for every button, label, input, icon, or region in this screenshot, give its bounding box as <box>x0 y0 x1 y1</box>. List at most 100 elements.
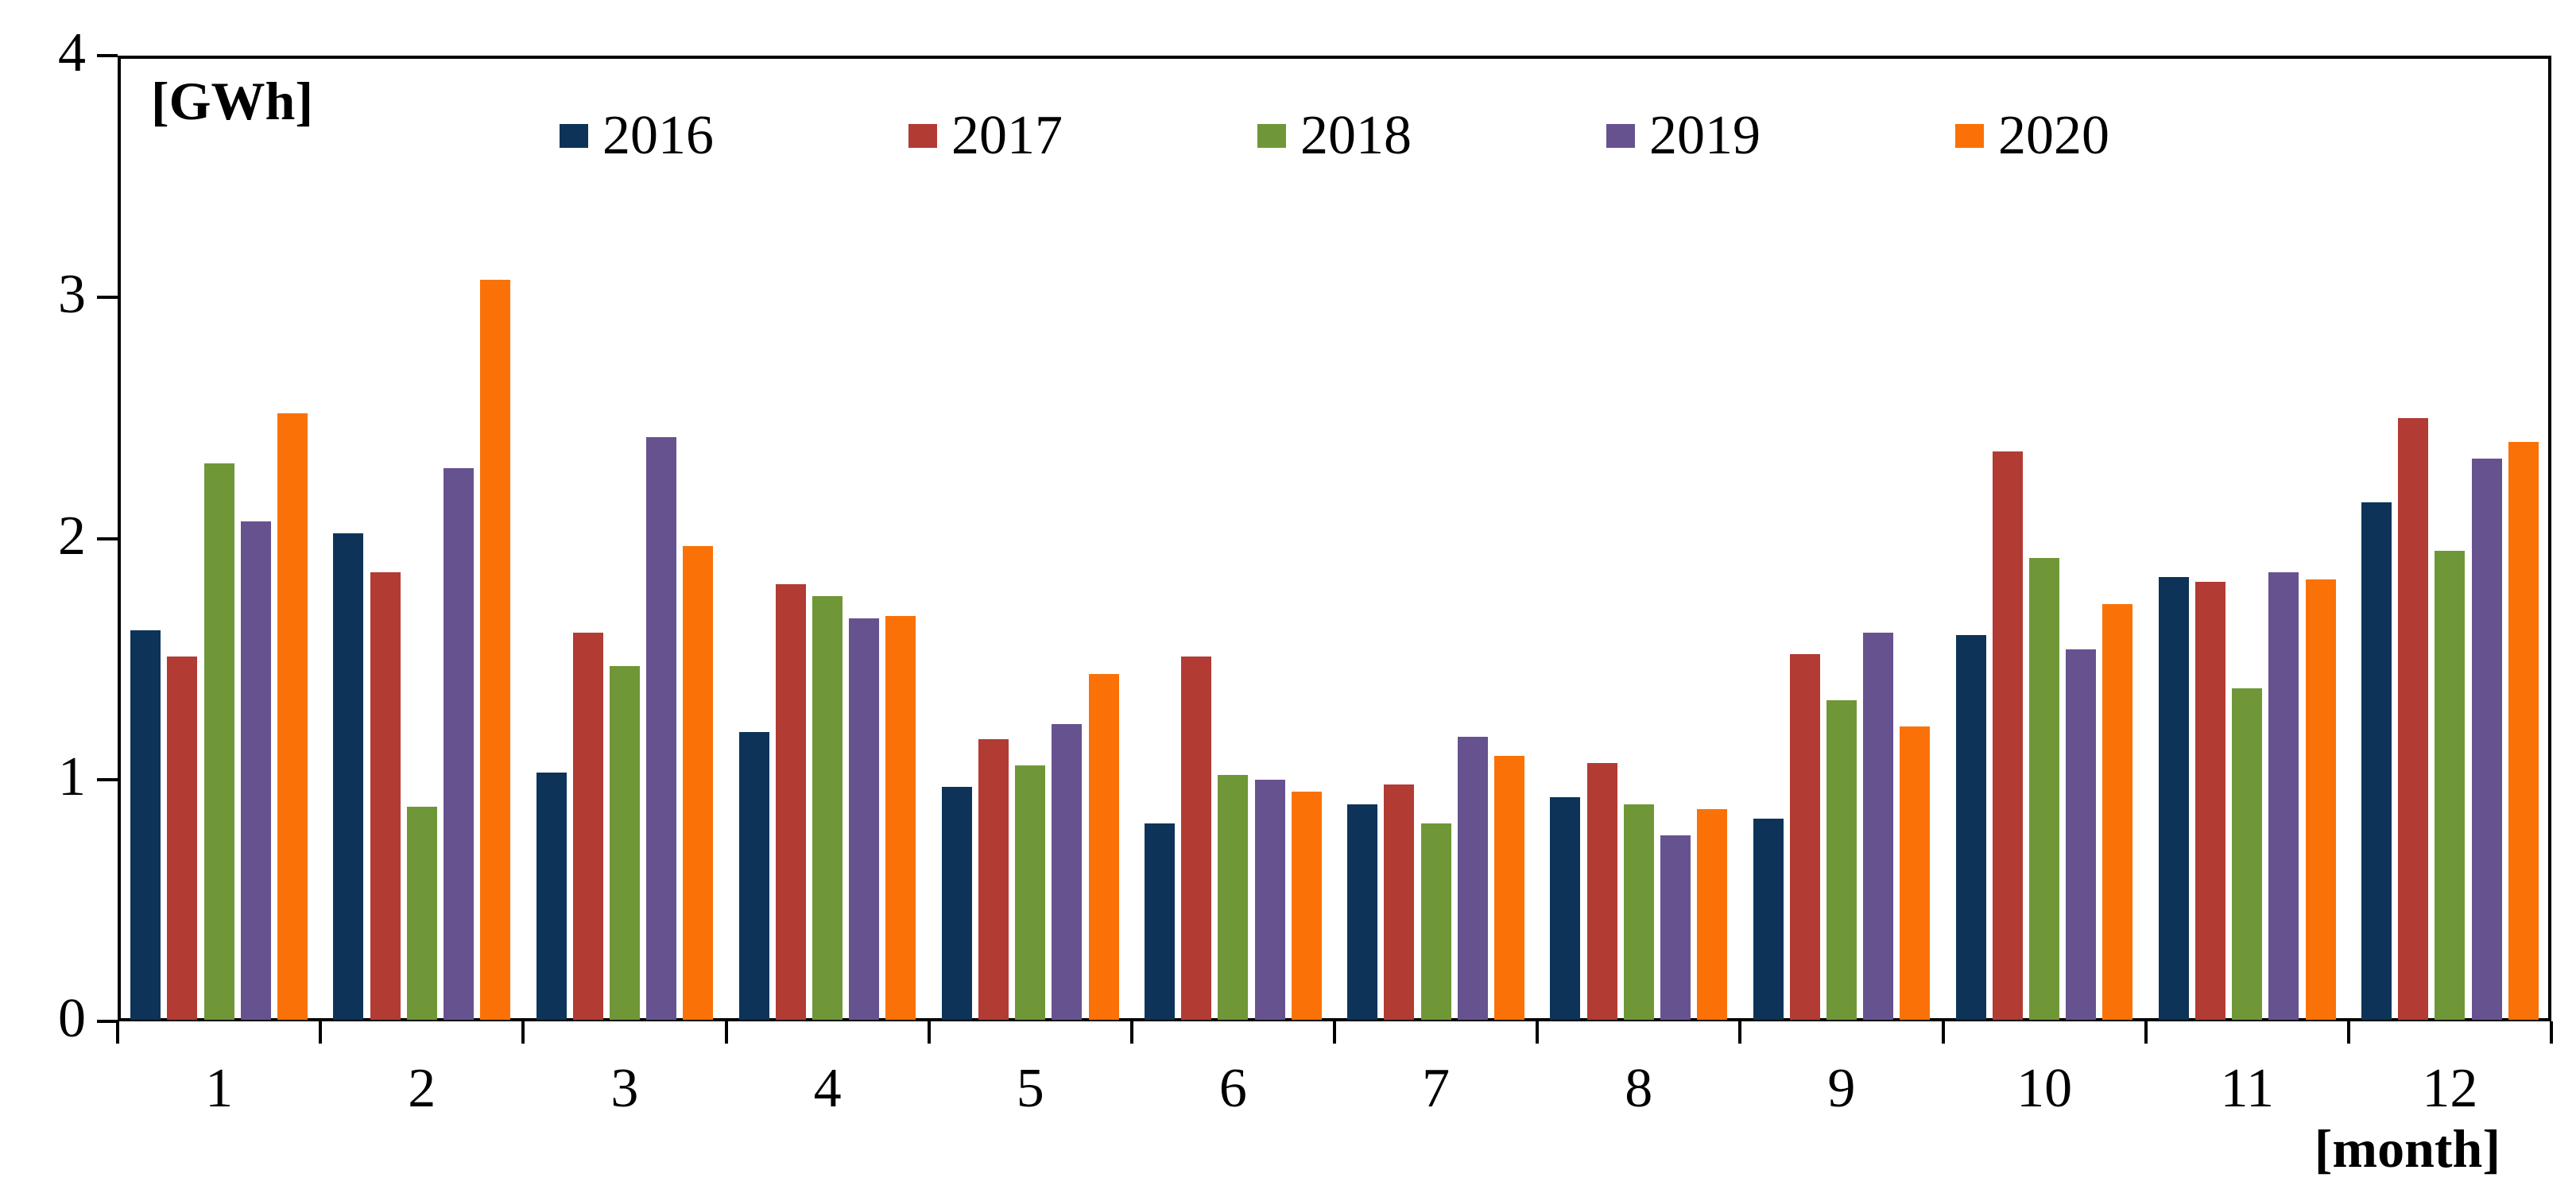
bar-2017-month-4 <box>775 584 806 1020</box>
bar-2018-month-5 <box>1015 765 1046 1020</box>
x-axis-tick <box>2550 1021 2553 1044</box>
bar-2018-month-12 <box>2435 550 2466 1020</box>
bar-2017-month-11 <box>2195 582 2226 1020</box>
bar-2019-month-5 <box>1052 724 1083 1020</box>
x-axis-tick <box>521 1021 525 1044</box>
bar-2016-month-11 <box>2158 577 2189 1020</box>
bar-2018-month-7 <box>1420 823 1451 1020</box>
bar-2020-month-6 <box>1291 792 1322 1020</box>
bar-2018-month-9 <box>1826 700 1857 1020</box>
bar-2016-month-9 <box>1753 818 1784 1020</box>
bar-2016-month-12 <box>2361 502 2392 1020</box>
x-axis-tick <box>2144 1021 2148 1044</box>
bar-2016-month-3 <box>536 773 567 1020</box>
legend-swatch-2020 <box>1955 124 1984 148</box>
bar-2020-month-8 <box>1697 808 1728 1020</box>
x-axis-tick <box>1738 1021 1742 1044</box>
bar-2018-month-2 <box>406 806 437 1020</box>
legend-item-2017: 2017 <box>908 108 1063 164</box>
plot-area <box>118 56 2551 1021</box>
x-tick-label-7: 7 <box>1422 1058 1451 1119</box>
legend-label-2018: 2018 <box>1300 105 1412 166</box>
bar-2016-month-5 <box>941 787 972 1020</box>
bar-2019-month-4 <box>849 618 880 1020</box>
bar-2019-month-8 <box>1660 835 1691 1020</box>
bar-2016-month-2 <box>333 533 364 1020</box>
legend-swatch-2018 <box>1257 124 1286 148</box>
x-tick-label-12: 12 <box>2422 1058 2478 1119</box>
x-axis-tick <box>2346 1021 2350 1044</box>
x-axis-unit-label: [month] <box>2314 1118 2500 1179</box>
legend-swatch-2017 <box>908 124 937 148</box>
bar-2019-month-1 <box>240 521 271 1020</box>
bar-2019-month-12 <box>2471 459 2502 1020</box>
bar-2020-month-12 <box>2508 442 2539 1020</box>
y-axis-tick <box>97 778 118 782</box>
legend-label-2020: 2020 <box>1998 105 2109 166</box>
x-axis-tick <box>1333 1021 1336 1044</box>
y-tick-label-1: 1 <box>58 746 86 808</box>
x-tick-label-2: 2 <box>408 1058 436 1119</box>
y-axis-unit-label: [GWh] <box>151 71 313 131</box>
bar-2017-month-3 <box>572 632 603 1020</box>
x-tick-label-8: 8 <box>1625 1058 1653 1119</box>
bar-2020-month-11 <box>2305 579 2336 1020</box>
bar-2017-month-2 <box>370 572 401 1020</box>
bar-2017-month-10 <box>1992 451 2023 1020</box>
y-axis-tick <box>97 537 118 540</box>
bar-2020-month-10 <box>2102 603 2133 1020</box>
bar-2020-month-3 <box>683 545 714 1020</box>
bar-2017-month-8 <box>1586 762 1617 1020</box>
y-tick-label-4: 4 <box>58 21 86 83</box>
x-tick-label-11: 11 <box>2220 1058 2274 1119</box>
bar-2020-month-9 <box>1900 726 1931 1020</box>
legend-label-2017: 2017 <box>951 105 1063 166</box>
bar-2017-month-1 <box>167 657 198 1020</box>
bar-2018-month-4 <box>812 596 843 1020</box>
bar-2020-month-1 <box>277 413 308 1020</box>
legend-label-2016: 2016 <box>602 105 714 166</box>
bar-2016-month-4 <box>738 731 769 1020</box>
bar-2018-month-6 <box>1218 775 1249 1020</box>
y-axis-tick <box>97 54 118 57</box>
bar-2019-month-2 <box>443 468 474 1020</box>
bar-2018-month-3 <box>609 666 640 1020</box>
legend-item-2018: 2018 <box>1257 108 1412 164</box>
x-axis-tick <box>1129 1021 1133 1044</box>
x-tick-label-3: 3 <box>610 1058 639 1119</box>
x-axis-tick <box>1941 1021 1945 1044</box>
bar-2016-month-1 <box>130 629 161 1020</box>
bar-2016-month-8 <box>1550 796 1581 1020</box>
bar-2020-month-7 <box>1493 755 1524 1020</box>
bar-2019-month-9 <box>1863 632 1894 1020</box>
y-tick-label-2: 2 <box>58 505 86 567</box>
bar-2017-month-9 <box>1789 654 1820 1020</box>
x-axis-tick <box>319 1021 323 1044</box>
x-tick-label-5: 5 <box>1016 1058 1044 1119</box>
bar-2019-month-10 <box>2066 649 2097 1020</box>
x-tick-label-4: 4 <box>813 1058 842 1119</box>
bar-2019-month-11 <box>2268 572 2299 1020</box>
y-tick-label-3: 3 <box>58 263 86 325</box>
legend: 2016 2017 2018 2019 2020 <box>118 108 2551 164</box>
legend-item-2020: 2020 <box>1955 108 2109 164</box>
bar-2020-month-4 <box>885 615 916 1020</box>
bar-2017-month-7 <box>1384 784 1415 1020</box>
x-axis-tick <box>1536 1021 1540 1044</box>
x-tick-label-10: 10 <box>2016 1058 2073 1119</box>
bar-2017-month-5 <box>978 738 1009 1020</box>
legend-swatch-2016 <box>560 124 588 148</box>
bar-2016-month-6 <box>1145 823 1176 1020</box>
x-tick-label-1: 1 <box>205 1058 234 1119</box>
x-tick-label-9: 9 <box>1827 1058 1856 1119</box>
bar-2020-month-2 <box>480 280 511 1020</box>
y-axis-tick <box>97 295 118 299</box>
x-axis-tick <box>724 1021 728 1044</box>
y-axis-tick <box>97 1020 118 1023</box>
bar-2017-month-12 <box>2398 417 2429 1020</box>
bar-2020-month-5 <box>1088 673 1119 1020</box>
legend-label-2019: 2019 <box>1649 105 1761 166</box>
bar-2016-month-7 <box>1347 804 1378 1020</box>
x-tick-label-6: 6 <box>1218 1058 1247 1119</box>
